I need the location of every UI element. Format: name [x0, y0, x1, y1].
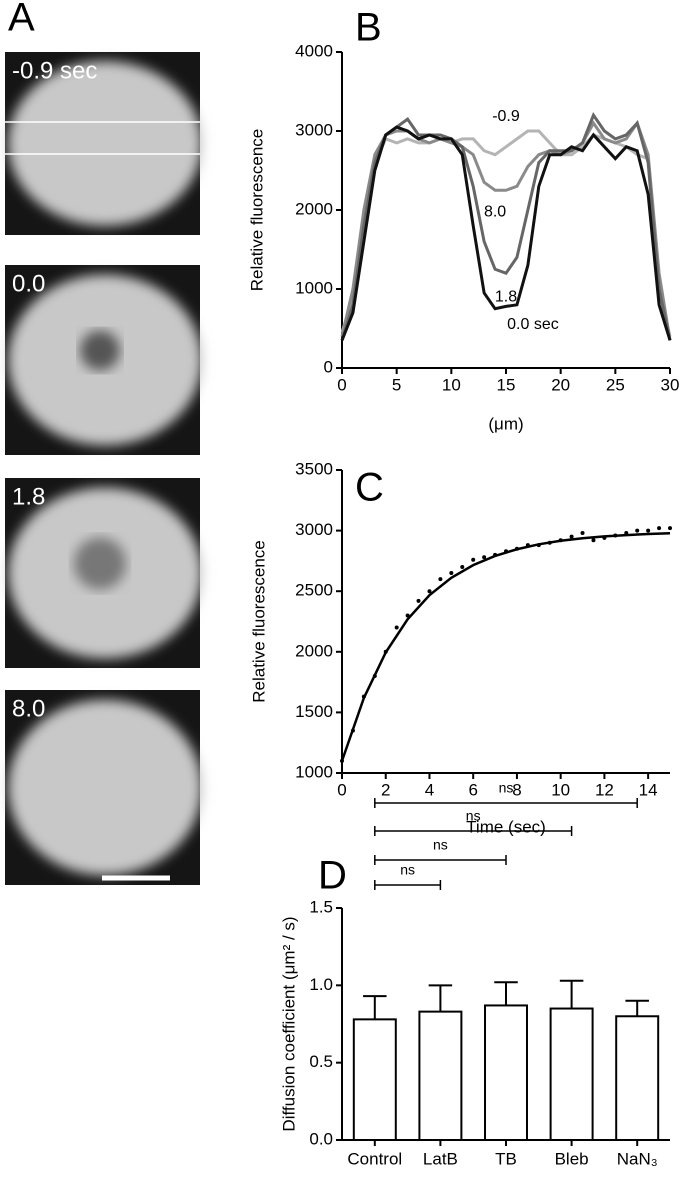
data-point [394, 625, 399, 630]
x-tick-label: 25 [606, 375, 625, 394]
data-point [416, 598, 421, 603]
bleach-spot [80, 330, 120, 371]
y-tick-label: 1.5 [309, 897, 333, 916]
panel-letter: D [318, 854, 347, 898]
y-tick-label: 1.0 [309, 975, 333, 994]
y-tick-label: 2500 [295, 581, 333, 600]
y-tick-label: 2000 [295, 199, 333, 218]
y-tick-label: 1000 [295, 278, 333, 297]
bar [352, 1018, 397, 1141]
fit-curve [340, 532, 671, 762]
bar [484, 1004, 528, 1141]
x-tick-label: NaN₃ [617, 1149, 658, 1168]
x-tick-label: 30 [661, 375, 680, 394]
series-label: 1.8 [495, 288, 517, 305]
panel-letter: A [8, 0, 35, 40]
y-tick-label: 1000 [295, 762, 333, 781]
line-series [340, 125, 672, 341]
x-tick-label: 0 [337, 780, 346, 799]
x-tick-label: 14 [639, 780, 658, 799]
frame-label: -0.9 sec [12, 57, 97, 84]
x-tick-label: Control [347, 1149, 402, 1168]
panel-letter: B [355, 6, 382, 50]
bleach-spot [74, 537, 126, 590]
data-point [460, 564, 465, 569]
x-tick-label: 2 [381, 780, 390, 799]
data-point [482, 555, 487, 560]
y-tick-label: 3000 [295, 520, 333, 539]
panel-letter: C [355, 466, 384, 510]
x-tick-label: 4 [425, 780, 434, 799]
frame-label: 1.8 [12, 483, 45, 510]
significance-label: ns [433, 837, 448, 853]
y-tick-label: 4000 [295, 41, 333, 60]
x-tick-label: 12 [595, 780, 614, 799]
data-point [438, 577, 443, 582]
x-tick-label: Bleb [555, 1149, 589, 1168]
y-tick-label: 0 [324, 357, 333, 376]
x-tick-label: 5 [392, 375, 401, 394]
y-tick-label: 0.0 [309, 1129, 333, 1148]
data-point [427, 589, 432, 594]
x-tick-label: 8 [512, 780, 521, 799]
x-tick-label: 10 [551, 780, 570, 799]
series-label: 0.0 sec [507, 316, 559, 333]
data-point [657, 526, 662, 531]
x-axis-label: (μm) [488, 414, 523, 433]
y-tick-label: 3500 [295, 459, 333, 478]
x-tick-label: 15 [497, 375, 516, 394]
y-tick-label: 3000 [295, 120, 333, 139]
bar [549, 1007, 594, 1141]
data-point [591, 538, 596, 543]
x-tick-label: 0 [337, 375, 346, 394]
y-axis-label: Diffusion coefficient (μm² / s) [279, 916, 298, 1131]
y-tick-label: 0.5 [309, 1052, 333, 1071]
panel-a: A [8, 0, 35, 40]
x-tick-label: LatB [423, 1149, 458, 1168]
data-point [646, 528, 651, 533]
y-axis-label: Relative fluorescence [247, 129, 266, 292]
x-tick-label: TB [495, 1149, 517, 1168]
frame-label: 8.0 [12, 695, 45, 722]
line-series [340, 119, 672, 341]
cell [8, 61, 202, 226]
x-tick-label: 20 [551, 375, 570, 394]
series-label: -0.9 [492, 108, 520, 125]
data-point [668, 526, 672, 531]
significance-label: ns [499, 780, 514, 796]
bar [615, 1015, 660, 1141]
y-axis-label: Relative fluorescence [249, 540, 268, 703]
frame-label: 0.0 [12, 270, 45, 297]
y-tick-label: 1500 [295, 702, 333, 721]
data-point [569, 534, 574, 539]
data-point [449, 571, 454, 576]
x-tick-label: 6 [468, 780, 477, 799]
cell [8, 699, 202, 876]
data-point [471, 557, 476, 562]
x-tick-label: 10 [442, 375, 461, 394]
bar [418, 1010, 463, 1141]
significance-label: ns [466, 808, 481, 824]
data-point [635, 528, 640, 533]
series-label: 8.0 [484, 203, 506, 220]
y-tick-label: 2000 [295, 641, 333, 660]
data-point [580, 531, 585, 536]
significance-label: ns [400, 862, 415, 878]
